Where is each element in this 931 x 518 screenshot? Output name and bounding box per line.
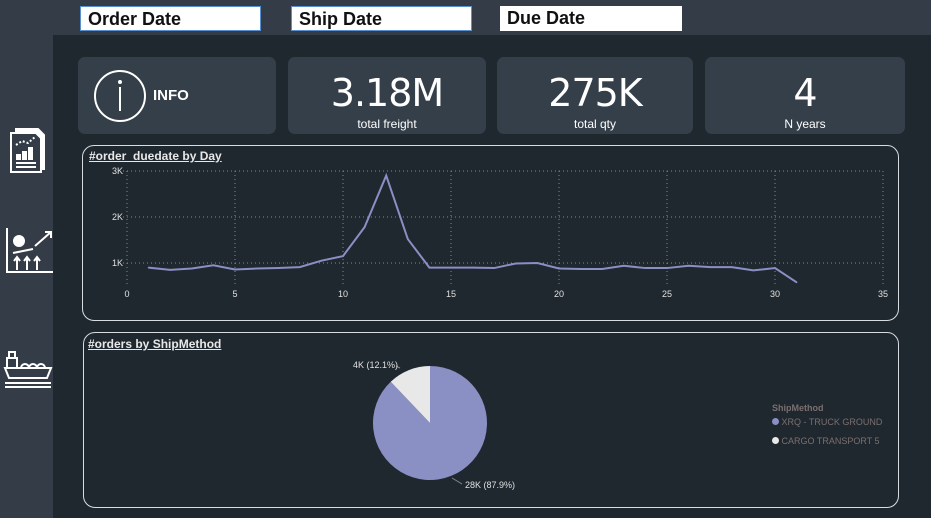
data-point — [644, 267, 647, 269]
dollar-growth-icon[interactable] — [5, 226, 53, 279]
x-tick-label: 0 — [124, 289, 129, 299]
kpi-card-n-years: 4 N years — [705, 57, 905, 134]
order-date-button[interactable]: Order Date — [80, 6, 261, 31]
data-point — [277, 267, 280, 269]
data-point — [147, 266, 150, 269]
kpi-value: 4 — [793, 71, 817, 115]
kpi-label: N years — [784, 117, 826, 131]
x-tick-label: 35 — [878, 289, 888, 299]
data-point — [601, 268, 603, 270]
x-tick-label: 5 — [232, 289, 237, 299]
data-point — [579, 268, 582, 270]
pie-chart-title: #orders by ShipMethod — [88, 337, 222, 351]
data-point — [623, 264, 625, 267]
legend-title: ShipMethod — [772, 403, 824, 413]
pie-data-label: 28K (87.9%) — [465, 480, 516, 490]
info-label: INFO — [153, 87, 189, 104]
data-point — [363, 226, 366, 228]
y-tick-label: 1K — [112, 258, 123, 268]
kpi-label: total qty — [573, 117, 617, 131]
leader-line — [451, 477, 463, 485]
data-point — [191, 267, 193, 270]
legend-swatch — [772, 418, 779, 425]
data-point — [515, 262, 517, 265]
x-tick-label: 15 — [446, 289, 456, 299]
x-tick-label: 20 — [554, 289, 564, 299]
legend-swatch — [772, 437, 779, 444]
data-point — [385, 174, 388, 177]
data-point — [558, 267, 560, 270]
data-point — [255, 267, 258, 270]
x-tick-label: 10 — [338, 289, 348, 299]
data-point — [234, 268, 236, 271]
x-tick-label: 25 — [662, 289, 672, 299]
data-point — [342, 255, 344, 257]
data-point — [493, 267, 496, 269]
pie-chart-panel: #orders by ShipMethod ShipMethod XRQ - T… — [83, 332, 899, 508]
data-point — [536, 262, 539, 264]
data-point — [471, 266, 474, 269]
legend-item[interactable]: XRQ - TRUCK GROUND — [772, 417, 882, 427]
kpi-label: total freight — [357, 117, 417, 131]
legend-label: CARGO TRANSPORT 5 — [781, 436, 880, 446]
legend-item[interactable]: CARGO TRANSPORT 5 — [772, 436, 880, 446]
ship-date-button[interactable]: Ship Date — [291, 6, 472, 31]
kpi-card-total-freight: 3.18M total freight — [288, 57, 486, 134]
info-icon — [93, 69, 147, 128]
data-point — [666, 267, 668, 269]
data-point — [774, 267, 776, 269]
data-point — [320, 259, 323, 262]
info-card[interactable]: INFO — [78, 57, 276, 134]
kpi-card-total-qty: 275K total qty — [497, 57, 693, 134]
legend-label: XRQ - TRUCK GROUND — [781, 417, 883, 427]
cargo-ship-icon[interactable] — [3, 350, 53, 395]
x-tick-label: 30 — [770, 289, 780, 299]
line-chart-panel: #order_duedate by Day — [82, 145, 899, 321]
data-point — [428, 266, 431, 269]
data-point — [299, 266, 301, 268]
data-point — [752, 269, 755, 272]
data-point — [731, 266, 733, 268]
pie-slice — [390, 366, 430, 423]
report-chart-icon[interactable] — [8, 125, 48, 178]
data-point — [407, 238, 409, 240]
line-chart-title: #order_duedate by Day — [89, 149, 222, 163]
kpi-value: 275K — [548, 71, 642, 115]
kpi-value: 3.18M — [330, 71, 444, 115]
leader-line — [395, 365, 401, 369]
data-point — [687, 264, 690, 267]
data-point — [212, 264, 215, 267]
data-point — [709, 266, 711, 268]
pie-data-label: 4K (12.1%) — [353, 360, 399, 370]
data-point — [450, 266, 452, 269]
due-date-button[interactable]: Due Date — [500, 6, 682, 31]
y-tick-label: 3K — [112, 166, 123, 176]
data-point — [169, 269, 171, 271]
data-point — [795, 281, 798, 284]
y-tick-label: 2K — [112, 212, 123, 222]
